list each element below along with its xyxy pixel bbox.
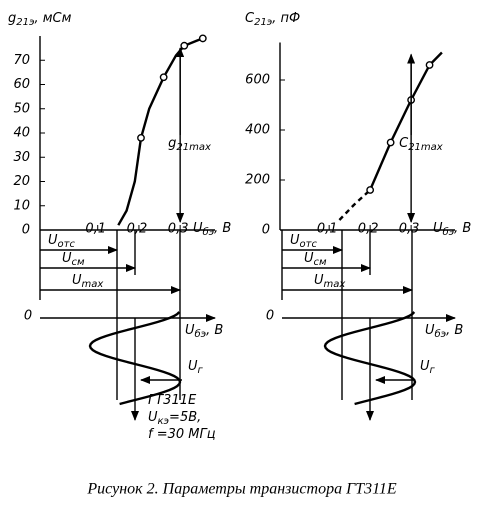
note-line-rest: =5В, bbox=[169, 410, 201, 425]
y-tick-label: 400 bbox=[245, 123, 270, 138]
y-tick-label: 60 bbox=[13, 77, 30, 92]
axis-label-main: U bbox=[425, 323, 435, 338]
axis-label-sub: бэ bbox=[435, 328, 447, 340]
y-tick-label: 0 bbox=[22, 223, 30, 238]
x-tick-label: 0,2 bbox=[127, 222, 148, 237]
x-tick-label: 0,1 bbox=[85, 222, 106, 237]
y-tick-label: 20 bbox=[13, 174, 30, 189]
signal-wave bbox=[88, 311, 182, 406]
axis-label: Uбэ, В bbox=[185, 323, 223, 341]
axis-label: Uбэ, В bbox=[425, 323, 463, 341]
y-tick-label: 600 bbox=[245, 73, 270, 88]
axis-label-rest: , В bbox=[206, 323, 223, 338]
data-point bbox=[137, 133, 145, 142]
note-line-sub: кэ bbox=[158, 416, 170, 427]
note-line-main: ГТ311Е bbox=[148, 393, 197, 408]
axis-label-rest: , В bbox=[446, 323, 463, 338]
origin-label: 0 bbox=[266, 309, 274, 324]
data-point bbox=[180, 41, 189, 50]
y-axis-label-rest: , мСм bbox=[34, 11, 71, 26]
u-max-label-main: U bbox=[72, 273, 82, 288]
u-g-label: Uг bbox=[188, 359, 204, 377]
u-max-label-sub: max bbox=[324, 279, 346, 290]
curve bbox=[338, 189, 371, 221]
y-tick-label: 30 bbox=[13, 150, 30, 165]
u-max-label: Umax bbox=[72, 273, 103, 291]
data-point bbox=[386, 138, 395, 147]
caption: Рисунок 2. Параметры транзистора ГТ311Е bbox=[86, 481, 397, 498]
annotation-main: g bbox=[168, 136, 176, 151]
note-line: f =30 МГц bbox=[148, 427, 216, 442]
annotation-main: C bbox=[399, 136, 409, 151]
u-max-label-sub: max bbox=[82, 279, 104, 290]
x-axis-label-main: U bbox=[433, 221, 443, 236]
x-tick-label: 0,1 bbox=[317, 222, 338, 237]
y-axis-label-sub: 21э bbox=[16, 17, 34, 28]
y-axis-label: g21э, мСм bbox=[8, 11, 72, 29]
x-axis-label-rest: , В bbox=[214, 221, 231, 236]
u-max-label-main: U bbox=[314, 273, 324, 288]
note-line-main: U bbox=[148, 410, 158, 425]
data-point bbox=[425, 61, 434, 69]
axis-label-sub: бэ bbox=[195, 328, 207, 340]
x-tick-label: 0,3 bbox=[168, 222, 189, 237]
y-axis-label-rest: , пФ bbox=[272, 11, 300, 26]
u-sm-label-sub: см bbox=[72, 257, 85, 268]
y-tick-label: 50 bbox=[13, 101, 30, 116]
u-ots-label-sub: отс bbox=[58, 239, 76, 250]
u-sm-label-main: U bbox=[62, 251, 72, 266]
u-ots-label-main: U bbox=[290, 233, 300, 248]
u-g-label-sub: г bbox=[198, 365, 204, 376]
u-g-label-main: U bbox=[188, 359, 198, 374]
annotation-sub: 21max bbox=[408, 142, 443, 153]
x-axis-label-main: U bbox=[193, 221, 203, 236]
u-ots-label: Uотс bbox=[290, 233, 317, 251]
y-axis-label: C21э, пФ bbox=[245, 11, 300, 29]
axis-label-main: U bbox=[185, 323, 195, 338]
annotation: C21max bbox=[399, 136, 443, 154]
u-g-label-main: U bbox=[420, 359, 430, 374]
x-tick-label: 0,2 bbox=[358, 222, 379, 237]
annotation: g21max bbox=[168, 136, 211, 154]
x-axis-label: Uбэ, В bbox=[433, 221, 471, 239]
note-line: ГТ311Е bbox=[148, 393, 197, 408]
y-tick-label: 10 bbox=[13, 198, 30, 213]
y-tick-label: 70 bbox=[13, 53, 30, 68]
y-axis-label-main: C bbox=[245, 11, 255, 26]
y-axis-label-main: g bbox=[8, 11, 16, 26]
x-axis-label: Uбэ, В bbox=[193, 221, 231, 239]
u-ots-label: Uотс bbox=[48, 233, 75, 251]
data-point bbox=[198, 34, 207, 43]
u-g-label: Uг bbox=[420, 359, 436, 377]
x-axis-label-sub: бэ bbox=[443, 226, 455, 238]
x-axis-label-sub: бэ bbox=[203, 226, 215, 238]
u-sm-label-sub: см bbox=[314, 257, 327, 268]
y-axis-label-sub: 21э bbox=[254, 17, 272, 28]
data-point bbox=[159, 73, 168, 82]
y-tick-label: 0 bbox=[262, 223, 270, 238]
origin-label: 0 bbox=[24, 309, 32, 324]
x-axis-label-rest: , В bbox=[454, 221, 471, 236]
y-tick-label: 40 bbox=[13, 126, 30, 141]
curve bbox=[117, 37, 204, 226]
note-line-main: f =30 МГц bbox=[148, 427, 216, 442]
u-ots-label-main: U bbox=[48, 233, 58, 248]
u-sm-label: Uсм bbox=[304, 251, 327, 269]
x-tick-label: 0,3 bbox=[399, 222, 420, 237]
u-sm-label-main: U bbox=[304, 251, 314, 266]
annotation-sub: 21max bbox=[176, 142, 211, 153]
u-g-label-sub: г bbox=[430, 365, 436, 376]
note-line: Uкэ=5В, bbox=[148, 410, 201, 428]
signal-wave bbox=[323, 311, 417, 406]
u-sm-label: Uсм bbox=[62, 251, 85, 269]
y-tick-label: 200 bbox=[245, 173, 270, 188]
u-max-label: Umax bbox=[314, 273, 345, 291]
u-ots-label-sub: отс bbox=[300, 239, 318, 250]
data-point bbox=[366, 186, 375, 194]
curve bbox=[368, 51, 443, 191]
